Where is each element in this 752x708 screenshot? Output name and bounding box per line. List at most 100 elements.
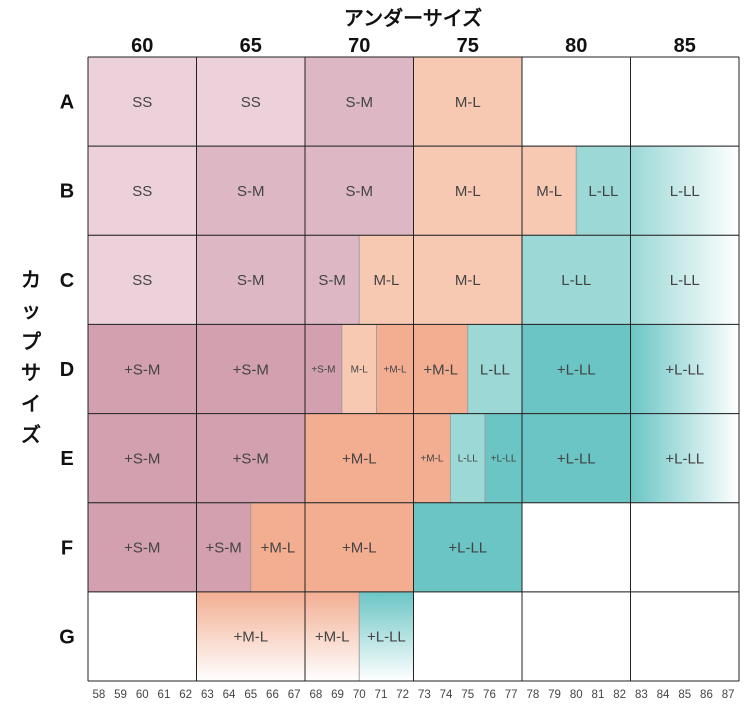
x-tick-75: 75 [461, 689, 474, 701]
x-tick-71: 71 [375, 689, 388, 701]
x-tick-81: 81 [592, 689, 605, 701]
cell-label: +S-M [233, 450, 269, 467]
x-tick-66: 66 [266, 689, 279, 701]
x-tick-77: 77 [505, 689, 518, 701]
x-tick-72: 72 [396, 689, 409, 701]
cell-e-plus-m-l [413, 413, 451, 504]
row-label-B: B [60, 181, 74, 203]
cell-e-plus-l-ll [521, 413, 631, 504]
cell-label: S-M [237, 272, 265, 289]
cell-label: +M-L [384, 365, 408, 376]
cell-label: +S-M [311, 365, 335, 376]
cell-label: +L-LL [665, 361, 704, 378]
x-tick-63: 63 [201, 689, 214, 701]
column-label-80: 80 [565, 35, 587, 57]
cell-label: SS [132, 183, 152, 200]
cell-label: +M-L [342, 540, 377, 557]
row-label-E: E [60, 448, 73, 470]
y-axis-label-char: カ [21, 268, 41, 292]
cell-label: L-LL [588, 183, 618, 200]
cell-f-empty [521, 502, 631, 593]
cell-d-plus-s-m [196, 324, 306, 414]
x-tick-64: 64 [223, 689, 236, 701]
x-tick-65: 65 [244, 689, 257, 701]
column-label-70: 70 [348, 35, 370, 57]
x-tick-85: 85 [678, 689, 691, 701]
cell-label: SS [241, 94, 261, 111]
column-label-60: 60 [131, 35, 153, 57]
column-label-65: 65 [240, 35, 262, 57]
y-axis-label-char: イ [21, 392, 41, 416]
cell-b-s-m [304, 145, 414, 236]
x-tick-59: 59 [114, 689, 127, 701]
cell-label: L-LL [670, 272, 700, 289]
cell-b-l-ll [575, 145, 631, 236]
grid [87, 56, 740, 682]
y-axis-label-char: サ [21, 361, 41, 385]
x-ticks: 58 59 60 61 62 63 64 65 66 67 68 69 70 71 72 73 74 75 76 77… [92, 689, 734, 701]
cell-f-empty [630, 502, 740, 593]
x-tick-58: 58 [92, 689, 105, 701]
cell-label: M-L [536, 183, 562, 200]
cell-f-plus-m-l [304, 502, 414, 593]
cell-b-ss [87, 145, 197, 236]
cell-d-l-ll [467, 324, 523, 414]
cell-label: +S-M [124, 540, 160, 557]
cell-label: +L-LL [448, 540, 487, 557]
cell-label: L-LL [561, 272, 591, 289]
cell-label: +S-M [205, 540, 241, 557]
column-label-85: 85 [674, 35, 696, 57]
cell-e-l-ll [449, 413, 486, 504]
x-tick-73: 73 [418, 689, 431, 701]
cell-label: M-L [373, 272, 399, 289]
cell-label: +S-M [124, 361, 160, 378]
cell-label: +M-L [233, 629, 268, 646]
cell-g-plus-m-l [196, 591, 306, 682]
y-axis-label-char: ッ [21, 299, 41, 323]
cell-label: SS [132, 272, 152, 289]
x-tick-68: 68 [309, 689, 322, 701]
cell-g-plus-m-l [304, 591, 360, 682]
cell-e-plus-s-m [196, 413, 306, 504]
cell-g-empty [413, 591, 523, 682]
cell-c-s-m [196, 234, 306, 325]
x-tick-79: 79 [548, 689, 561, 701]
cell-g-empty [521, 591, 631, 682]
cell-label: SS [132, 94, 152, 111]
cell-label: S-M [318, 272, 346, 289]
y-axis-label-char: プ [21, 330, 42, 354]
cell-label: S-M [237, 183, 265, 200]
cell-d-plus-s-m [87, 324, 197, 414]
cell-label: S-M [346, 183, 374, 200]
row-label-D: D [60, 359, 74, 381]
cell-label: L-LL [670, 183, 700, 200]
cell-b-m-l [413, 145, 523, 236]
x-tick-80: 80 [570, 689, 583, 701]
cell-f-plus-m-l [250, 502, 306, 593]
cell-label: M-L [455, 94, 481, 111]
x-tick-74: 74 [440, 689, 453, 701]
cell-label: +L-LL [665, 450, 704, 467]
cell-label: +L-LL [557, 450, 596, 467]
cell-label: +M-L [420, 454, 444, 465]
x-tick-87: 87 [722, 689, 735, 701]
cell-label: L-LL [458, 454, 478, 465]
cell-a-empty [521, 56, 631, 147]
cell-label: +L-LL [557, 361, 596, 378]
cell-e-plus-l-ll [630, 413, 740, 504]
cell-c-l-ll [521, 234, 631, 325]
x-tick-82: 82 [613, 689, 626, 701]
cell-d-plus-l-ll [630, 324, 740, 414]
cell-d-m-l [341, 324, 378, 414]
y-axis-label-char: ズ [21, 423, 41, 447]
column-labels: 60 65 70 75 80 85 [131, 35, 696, 57]
cell-a-empty [630, 56, 740, 147]
row-label-C: C [60, 270, 74, 292]
cell-label: +L-LL [367, 629, 406, 646]
cell-label: S-M [346, 94, 374, 111]
row-label-G: G [59, 626, 75, 648]
x-tick-62: 62 [179, 689, 192, 701]
x-tick-70: 70 [353, 689, 366, 701]
